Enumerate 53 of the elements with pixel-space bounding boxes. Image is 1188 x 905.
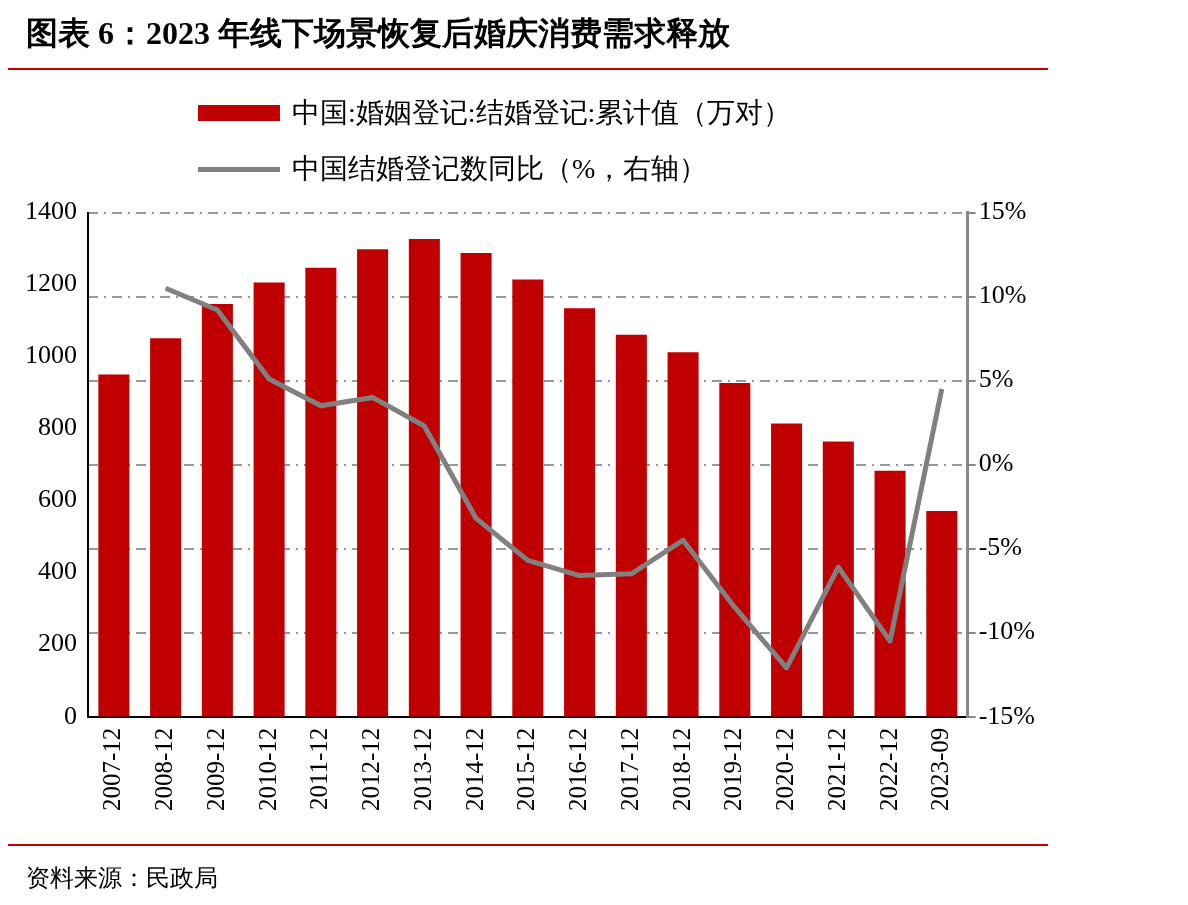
bar [98,374,130,717]
y2-tick-label: 15% [978,196,1027,226]
x-tick-label: 2018-12 [667,727,695,811]
bar [408,238,440,717]
chart-title: 图表 6：2023 年线下场景恢复后婚庆消费需求释放 [8,8,1048,70]
bar [615,334,647,717]
y2-tick-label: -10% [978,616,1036,646]
bar [719,382,751,717]
x-tick-label: 2013-12 [408,727,436,811]
x-tick-label: 2009-12 [201,727,229,811]
x-tick-label: 2015-12 [512,727,540,811]
y-tick-label: 600 [38,484,77,514]
y2-tick-label: -5% [978,532,1023,562]
y2-tick-label: 0% [978,448,1014,478]
legend-label: 中国结婚登记数同比（%，右轴） [292,152,708,186]
y-tick-label: 200 [38,628,77,658]
x-tick-label: 2016-12 [564,727,592,811]
bar [253,282,285,717]
bar [357,249,389,717]
x-tick-label: 2007-12 [98,727,126,811]
x-tick-label: 2014-12 [460,727,488,811]
y-tick-label: 1400 [25,196,77,226]
bar [305,267,337,717]
y-tick-label: 400 [38,556,77,586]
x-tick-label: 2022-12 [874,727,902,811]
x-tick-label: 2020-12 [771,727,799,811]
x-tick-label: 2023-09 [926,727,954,811]
bar [771,423,803,717]
y2-tick-label: 5% [978,364,1014,394]
x-tick-label: 2010-12 [253,727,281,811]
y-tick-label: 1000 [25,340,77,370]
y2-tick-label: 10% [978,280,1027,310]
bar [512,279,544,717]
bar [822,441,854,717]
y2-tick-label: -15% [978,700,1036,730]
bar [150,338,182,717]
bar [201,304,233,717]
y-tick-label: 0 [64,700,77,730]
x-tick-label: 2019-12 [719,727,747,811]
bar [874,470,906,717]
text: 资料来源：民政局 [26,864,219,893]
x-tick-label: 2021-12 [822,727,850,811]
y-tick-label: 800 [38,412,77,442]
bar [667,352,699,717]
x-tick-label: 2008-12 [150,727,178,811]
x-tick-label: 2012-12 [357,727,385,811]
bar [460,252,492,717]
x-tick-label: 2011-12 [305,727,333,811]
y-tick-label: 1200 [25,268,77,298]
x-tick-label: 2017-12 [615,727,643,811]
bar [926,511,958,717]
legend-label: 中国:婚姻登记:结婚登记:累计值（万对） [292,96,792,130]
bar [564,308,596,717]
